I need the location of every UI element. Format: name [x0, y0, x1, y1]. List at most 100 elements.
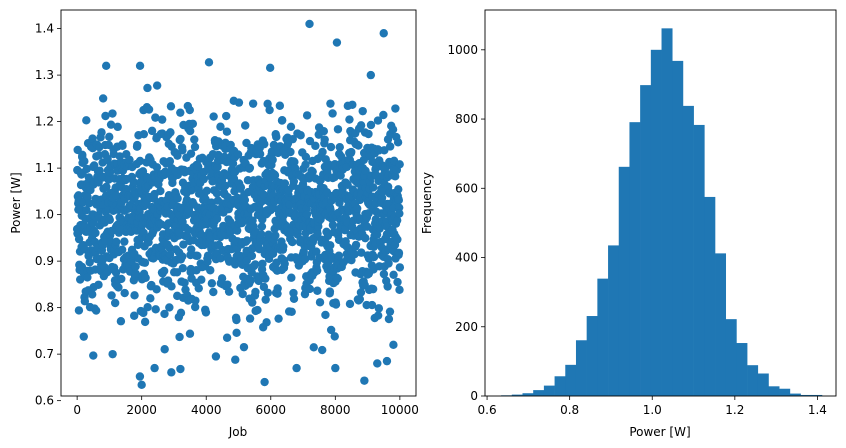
scatter-point — [135, 156, 145, 166]
scatter-point — [388, 125, 398, 134]
y-tick-label: 1.3 — [35, 68, 54, 82]
histogram-bar — [768, 386, 780, 396]
scatter-point — [247, 251, 257, 261]
scatter-point — [107, 291, 116, 300]
scatter-point — [152, 81, 162, 90]
y-tick-label: 400 — [455, 251, 478, 265]
histogram-y-axis: 0 200 400 600 800 1000 — [447, 43, 485, 403]
scatter-point — [129, 177, 138, 187]
scatter-point — [259, 190, 269, 200]
scatter-point — [117, 245, 127, 254]
scatter-point — [160, 309, 169, 319]
scatter-point — [326, 99, 335, 108]
scatter-point — [368, 284, 378, 294]
scatter-point — [305, 136, 315, 146]
scatter-point — [151, 113, 160, 122]
scatter-point — [290, 157, 299, 167]
y-tick-label: 600 — [455, 181, 478, 195]
scatter-point — [89, 161, 99, 170]
scatter-point — [166, 128, 175, 137]
y-tick-label: 0 — [470, 389, 478, 403]
scatter-point — [251, 260, 260, 269]
scatter-point — [289, 294, 299, 304]
scatter-point — [384, 259, 393, 268]
histogram-bar — [779, 388, 791, 396]
scatter-point — [288, 237, 297, 247]
scatter-point — [350, 250, 359, 259]
scatter-point — [358, 106, 367, 116]
scatter-points — [72, 19, 405, 390]
scatter-point — [394, 248, 404, 258]
scatter-point — [94, 280, 103, 289]
scatter-point — [255, 149, 265, 159]
scatter-point — [185, 126, 195, 136]
x-tick-label: 0 — [73, 403, 81, 417]
scatter-point — [176, 364, 185, 374]
scatter-point — [395, 209, 404, 218]
scatter-point — [373, 311, 383, 320]
scatter-point — [326, 142, 336, 152]
scatter-point — [245, 314, 255, 323]
scatter-point — [366, 70, 376, 80]
histogram-bar — [725, 319, 737, 396]
scatter-point — [135, 372, 145, 381]
scatter-point — [178, 252, 187, 261]
scatter-point — [184, 225, 193, 235]
scatter-point — [204, 58, 214, 67]
scatter-point — [114, 283, 123, 292]
scatter-point — [361, 233, 370, 243]
scatter-point — [289, 177, 299, 186]
scatter-point — [313, 286, 322, 295]
scatter-point — [271, 231, 280, 240]
scatter-point — [355, 294, 365, 304]
scatter-point — [369, 252, 379, 262]
scatter-point — [265, 63, 275, 73]
scatter-point — [334, 251, 344, 260]
scatter-point — [118, 141, 127, 151]
scatter-point — [131, 262, 140, 271]
scatter-point — [331, 363, 340, 373]
scatter-point — [325, 287, 335, 296]
scatter-point — [378, 187, 387, 197]
scatter-point — [120, 288, 129, 298]
scatter-point — [201, 308, 211, 317]
scatter-point — [379, 110, 388, 120]
scatter-point — [191, 296, 200, 305]
scatter-point — [352, 204, 362, 213]
scatter-point — [270, 170, 280, 180]
scatter-x-axis: 0 2000 4000 6000 8000 10000 — [73, 396, 419, 417]
scatter-point — [101, 61, 111, 71]
scatter-point — [261, 274, 270, 283]
histogram-y-axis-label: Frequency — [420, 172, 434, 234]
scatter-point — [190, 302, 200, 312]
scatter-point — [199, 174, 208, 184]
scatter-point — [242, 236, 252, 245]
scatter-point — [253, 305, 262, 315]
scatter-point — [357, 248, 366, 257]
histogram-bar — [554, 376, 566, 396]
scatter-point — [207, 279, 217, 288]
histogram-panel: 0.6 0.8 1.0 1.2 1.4 0 200 400 600 800 1000 Power … — [420, 9, 837, 439]
scatter-point — [260, 377, 269, 387]
scatter-point — [367, 300, 377, 310]
scatter-point — [315, 298, 325, 307]
scatter-point — [385, 307, 395, 316]
scatter-point — [286, 147, 295, 157]
scatter-point — [389, 270, 398, 280]
scatter-point — [305, 284, 315, 294]
scatter-point — [240, 195, 250, 205]
scatter-point — [98, 94, 108, 103]
scatter-point — [364, 129, 373, 139]
scatter-point — [224, 287, 234, 296]
scatter-point — [222, 111, 231, 121]
scatter-point — [88, 290, 97, 299]
histogram-bar — [650, 49, 662, 397]
scatter-point — [116, 317, 126, 326]
scatter-point — [356, 288, 366, 297]
histogram-x-axis-label: Power [W] — [629, 425, 690, 439]
scatter-point — [321, 310, 330, 320]
scatter-point — [147, 126, 157, 136]
scatter-point — [354, 141, 363, 150]
scatter-point — [194, 162, 203, 171]
scatter-axes-frame — [60, 9, 417, 397]
